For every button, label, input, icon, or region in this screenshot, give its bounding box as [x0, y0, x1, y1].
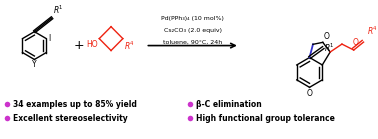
Text: 34 examples up to 85% yield: 34 examples up to 85% yield — [13, 100, 137, 109]
Text: R$^1$: R$^1$ — [324, 41, 335, 54]
Text: Cs₂CO₃ (2.0 equiv): Cs₂CO₃ (2.0 equiv) — [164, 28, 222, 33]
Text: O: O — [324, 32, 330, 41]
Text: O: O — [307, 89, 313, 98]
Text: I: I — [48, 34, 50, 43]
Text: HO: HO — [87, 40, 98, 49]
Text: High functional group tolerance: High functional group tolerance — [195, 114, 335, 123]
Text: O: O — [353, 38, 358, 47]
Text: Excellent stereoselectivity: Excellent stereoselectivity — [13, 114, 127, 123]
Text: β-C elimination: β-C elimination — [195, 100, 261, 109]
Text: +: + — [73, 39, 84, 52]
Text: R$^1$: R$^1$ — [53, 3, 64, 16]
Text: toluene, 90°C, 24h: toluene, 90°C, 24h — [163, 40, 222, 45]
Text: Y: Y — [32, 60, 37, 70]
Text: Pd(PPh₃)₄ (10 mol%): Pd(PPh₃)₄ (10 mol%) — [161, 16, 224, 21]
Text: R$^4$: R$^4$ — [367, 25, 377, 37]
Text: R$^4$: R$^4$ — [124, 40, 134, 52]
